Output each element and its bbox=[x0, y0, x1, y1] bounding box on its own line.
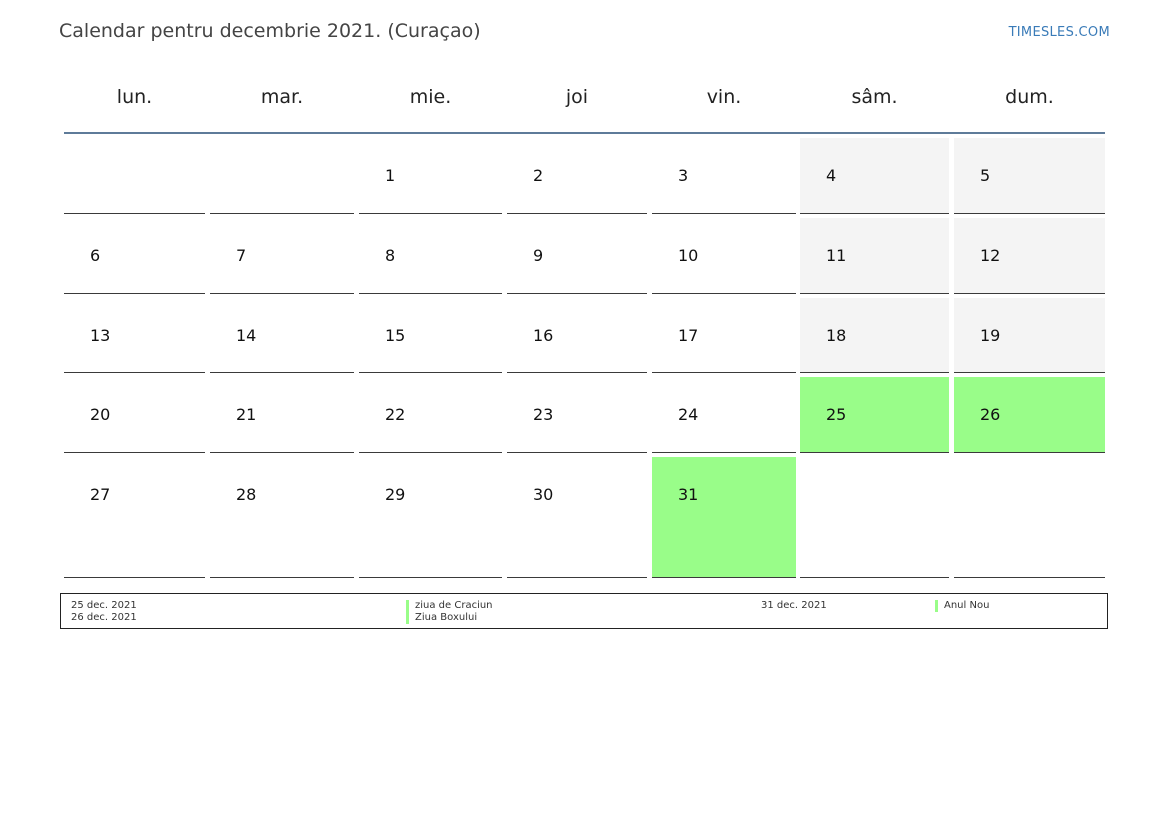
day-number: 29 bbox=[385, 485, 406, 504]
day-cell-2[interactable]: 2 bbox=[507, 138, 647, 214]
day-number: 22 bbox=[385, 405, 406, 424]
legend-date: 25 dec. 2021 bbox=[71, 600, 137, 611]
day-number: 12 bbox=[980, 246, 1001, 265]
day-cell-11[interactable]: 11 bbox=[800, 218, 949, 294]
day-number: 5 bbox=[980, 166, 991, 185]
day-number: 13 bbox=[90, 326, 111, 345]
day-cell-17[interactable]: 17 bbox=[652, 298, 796, 373]
day-number: 7 bbox=[236, 246, 247, 265]
brand-link[interactable]: TIMESLES.COM bbox=[1008, 25, 1110, 40]
day-cell-3[interactable]: 3 bbox=[652, 138, 796, 214]
day-number: 8 bbox=[385, 246, 396, 265]
day-number: 15 bbox=[385, 326, 406, 345]
legend-date: 26 dec. 2021 bbox=[71, 612, 137, 623]
day-cell-6[interactable]: 6 bbox=[64, 218, 205, 294]
day-number: 23 bbox=[533, 405, 554, 424]
weekday-label: mar. bbox=[260, 86, 304, 108]
day-cell-19[interactable]: 19 bbox=[954, 298, 1105, 373]
day-number: 20 bbox=[90, 405, 111, 424]
weekday-label: dum. bbox=[1005, 86, 1054, 108]
weekday-label: sâm. bbox=[851, 86, 898, 108]
empty-day-cell bbox=[210, 138, 354, 214]
day-number: 18 bbox=[826, 326, 847, 345]
day-cell-21[interactable]: 21 bbox=[210, 377, 354, 453]
day-number: 10 bbox=[678, 246, 699, 265]
day-number: 6 bbox=[90, 246, 101, 265]
legend-holiday-name: Ziua Boxului bbox=[406, 612, 477, 624]
day-cell-7[interactable]: 7 bbox=[210, 218, 354, 294]
day-cell-31[interactable]: 31 bbox=[652, 457, 796, 578]
page-title: Calendar pentru decembrie 2021. (Curaçao… bbox=[59, 20, 481, 42]
day-cell-20[interactable]: 20 bbox=[64, 377, 205, 453]
day-number: 16 bbox=[533, 326, 554, 345]
day-cell-28[interactable]: 28 bbox=[210, 457, 354, 578]
weekday-label: lun. bbox=[116, 86, 153, 108]
weekday-header: lun. mar. mie. joi vin. sâm. dum. bbox=[64, 80, 1105, 134]
day-cell-29[interactable]: 29 bbox=[359, 457, 502, 578]
day-number: 19 bbox=[980, 326, 1001, 345]
empty-day-cell bbox=[954, 457, 1105, 578]
day-number: 26 bbox=[980, 405, 1001, 424]
day-cell-27[interactable]: 27 bbox=[64, 457, 205, 578]
day-cell-23[interactable]: 23 bbox=[507, 377, 647, 453]
day-cell-25[interactable]: 25 bbox=[800, 377, 949, 453]
day-cell-30[interactable]: 30 bbox=[507, 457, 647, 578]
empty-day-cell bbox=[800, 457, 949, 578]
day-cell-26[interactable]: 26 bbox=[954, 377, 1105, 453]
day-cell-4[interactable]: 4 bbox=[800, 138, 949, 214]
day-number: 4 bbox=[826, 166, 837, 185]
day-cell-10[interactable]: 10 bbox=[652, 218, 796, 294]
legend-holiday-name: ziua de Craciun bbox=[406, 600, 493, 612]
day-number: 9 bbox=[533, 246, 544, 265]
day-cell-22[interactable]: 22 bbox=[359, 377, 502, 453]
weekday-label: joi bbox=[565, 86, 589, 108]
day-number: 2 bbox=[533, 166, 544, 185]
legend-holiday-name: Anul Nou bbox=[935, 600, 989, 612]
day-cell-13[interactable]: 13 bbox=[64, 298, 205, 373]
day-cell-14[interactable]: 14 bbox=[210, 298, 354, 373]
day-number: 30 bbox=[533, 485, 554, 504]
day-number: 14 bbox=[236, 326, 257, 345]
day-number: 27 bbox=[90, 485, 111, 504]
day-number: 25 bbox=[826, 405, 847, 424]
day-cell-5[interactable]: 5 bbox=[954, 138, 1105, 214]
holiday-legend: 25 dec. 2021 ziua de Craciun 26 dec. 202… bbox=[60, 593, 1108, 629]
day-number: 1 bbox=[385, 166, 396, 185]
empty-day-cell bbox=[64, 138, 205, 214]
day-number: 3 bbox=[678, 166, 689, 185]
day-number: 28 bbox=[236, 485, 257, 504]
weekday-label: mie. bbox=[409, 86, 452, 108]
day-cell-18[interactable]: 18 bbox=[800, 298, 949, 373]
day-cell-8[interactable]: 8 bbox=[359, 218, 502, 294]
day-cell-1[interactable]: 1 bbox=[359, 138, 502, 214]
day-number: 24 bbox=[678, 405, 699, 424]
day-cell-24[interactable]: 24 bbox=[652, 377, 796, 453]
day-number: 21 bbox=[236, 405, 257, 424]
legend-date: 31 dec. 2021 bbox=[761, 600, 827, 611]
day-cell-12[interactable]: 12 bbox=[954, 218, 1105, 294]
day-number: 31 bbox=[678, 485, 699, 504]
weekday-label: vin. bbox=[706, 86, 742, 108]
day-number: 17 bbox=[678, 326, 699, 345]
day-number: 11 bbox=[826, 246, 847, 265]
day-cell-16[interactable]: 16 bbox=[507, 298, 647, 373]
day-cell-9[interactable]: 9 bbox=[507, 218, 647, 294]
day-cell-15[interactable]: 15 bbox=[359, 298, 502, 373]
